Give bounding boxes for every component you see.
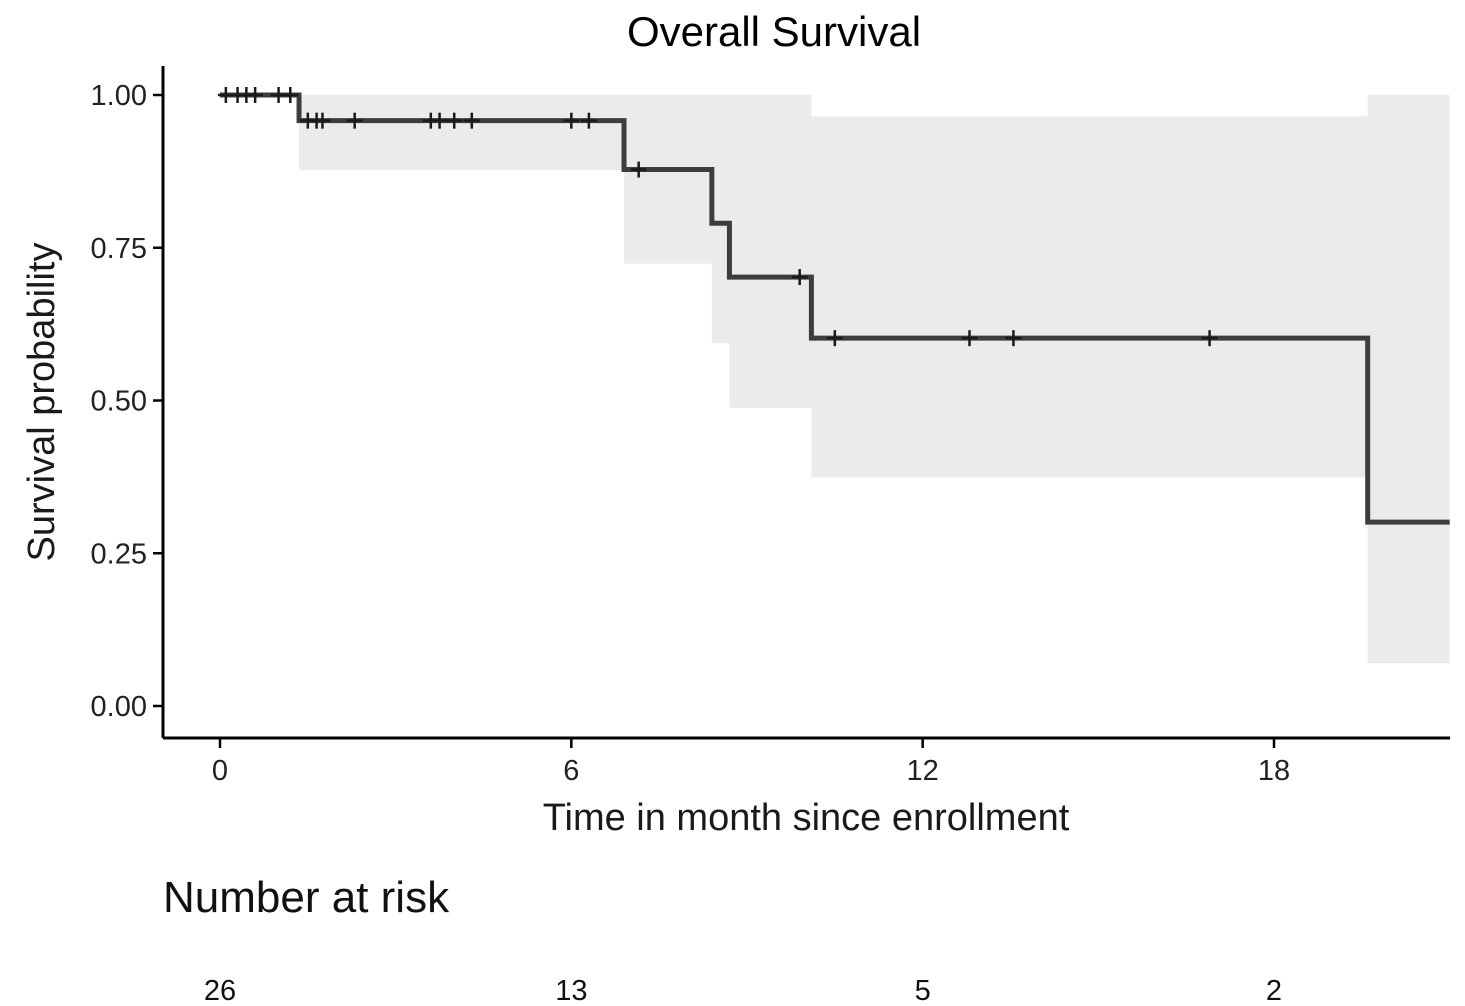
y-tick-label: 0.00	[91, 691, 147, 723]
risk-count: 13	[555, 975, 587, 1006]
censor-mark	[346, 112, 363, 129]
y-tick-label: 0.25	[91, 538, 147, 570]
x-axis-ticks: 0 6 12 18	[212, 738, 1290, 787]
risk-count: 2	[1266, 975, 1282, 1006]
risk-table-title: Number at risk	[163, 873, 450, 922]
chart-title: Overall Survival	[627, 8, 921, 55]
y-axis-label: Survival probability	[21, 243, 63, 562]
censor-mark	[431, 112, 448, 129]
censor-mark	[1005, 330, 1022, 347]
confidence-band	[220, 95, 1450, 664]
censor-marks	[217, 87, 1218, 347]
x-tick-label: 0	[212, 755, 228, 787]
ci-band-area	[220, 95, 1450, 664]
risk-table-counts: 26 13 5 2	[204, 975, 1282, 1006]
y-tick-label: 1.00	[91, 80, 147, 112]
censor-mark	[446, 112, 463, 129]
censor-mark	[282, 87, 299, 103]
censor-mark	[563, 112, 580, 129]
censor-mark	[463, 112, 480, 129]
x-tick-label: 12	[907, 755, 939, 787]
y-axis-ticks: 0.00 0.25 0.50 0.75 1.00	[91, 80, 163, 723]
y-tick-label: 0.50	[91, 386, 147, 418]
censor-mark	[791, 269, 808, 286]
risk-count: 5	[915, 975, 931, 1006]
censor-mark	[1201, 330, 1218, 347]
x-tick-label: 18	[1258, 755, 1290, 787]
censor-mark	[961, 330, 978, 347]
x-axis-label: Time in month since enrollment	[543, 797, 1070, 839]
censor-mark	[580, 112, 597, 129]
x-tick-label: 6	[563, 755, 579, 787]
y-tick-label: 0.75	[91, 233, 147, 265]
risk-count: 26	[204, 975, 236, 1006]
censor-mark	[826, 330, 843, 347]
censor-mark	[314, 112, 331, 129]
censor-mark	[630, 161, 647, 178]
censor-mark	[247, 87, 264, 103]
